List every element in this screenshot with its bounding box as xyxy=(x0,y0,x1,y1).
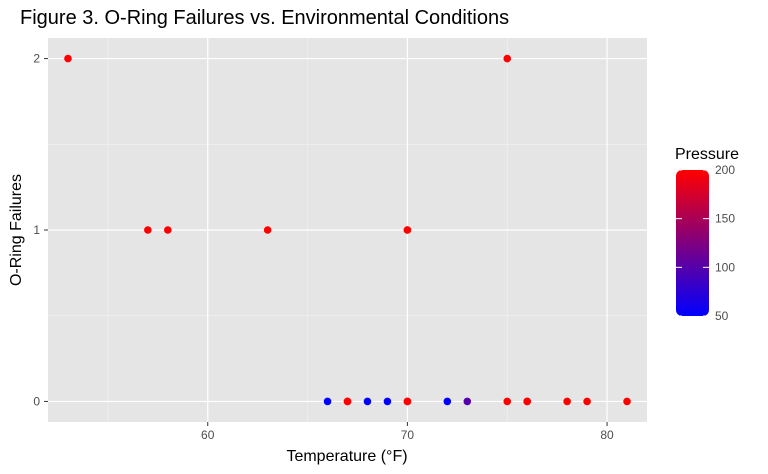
data-point xyxy=(64,54,72,63)
chart-title: Figure 3. O-Ring Failures vs. Environmen… xyxy=(20,7,509,29)
x-tick-label: 80 xyxy=(600,428,614,442)
y-tick-label: 2 xyxy=(33,52,40,66)
data-point xyxy=(563,397,571,406)
y-tick-label: 0 xyxy=(33,394,40,408)
legend-colorbar xyxy=(676,170,709,316)
x-tick-label: 60 xyxy=(201,428,215,442)
data-point xyxy=(503,54,512,63)
y-axis-ticks: 0 1 2 xyxy=(33,52,48,408)
data-point xyxy=(623,397,631,406)
data-point xyxy=(363,397,372,406)
data-point xyxy=(343,397,352,406)
legend-title: Pressure xyxy=(675,146,739,163)
data-point xyxy=(503,397,512,406)
pressure-legend: Pressure 50 100 150 200 xyxy=(675,146,739,323)
data-point xyxy=(144,226,152,234)
data-point xyxy=(263,226,272,234)
y-tick-label: 1 xyxy=(33,223,40,237)
data-points xyxy=(64,54,631,406)
x-axis-title: Temperature (°F) xyxy=(286,448,407,465)
data-point xyxy=(403,226,412,234)
data-point xyxy=(583,397,591,406)
data-point xyxy=(443,397,452,406)
legend-tick-label: 150 xyxy=(715,212,735,226)
data-point xyxy=(323,397,332,406)
grid-lines xyxy=(48,38,647,422)
legend-tick-label: 200 xyxy=(715,163,735,177)
legend-tick-label: 100 xyxy=(715,260,735,274)
x-axis-ticks: 60 70 80 xyxy=(201,422,614,442)
x-tick-label: 70 xyxy=(401,428,415,442)
data-point xyxy=(523,397,531,406)
data-point xyxy=(164,226,172,234)
legend-tick-label: 50 xyxy=(715,309,729,323)
data-point xyxy=(403,397,412,406)
data-point xyxy=(463,397,472,406)
data-point xyxy=(383,397,392,406)
y-axis-title: O-Ring Failures xyxy=(8,174,25,286)
